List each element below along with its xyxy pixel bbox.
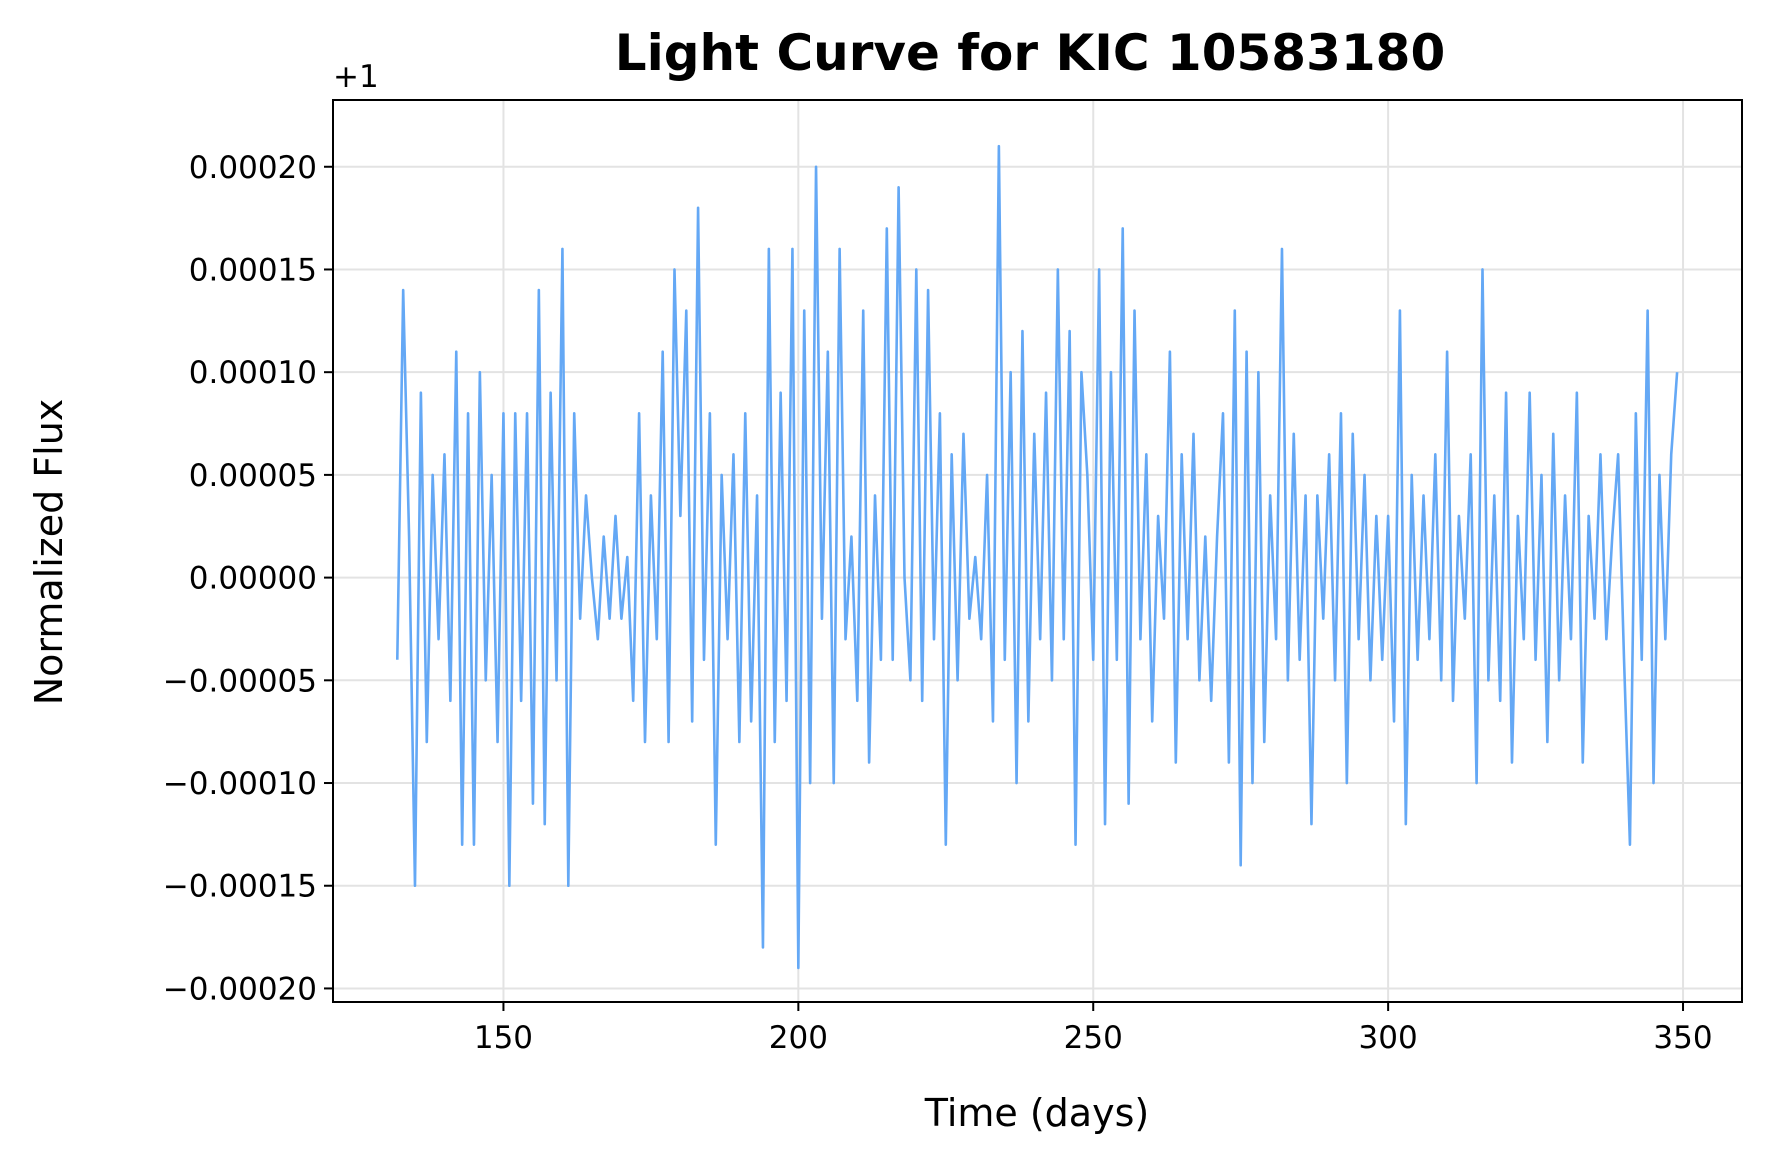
y-tick-label: −0.00005: [163, 663, 317, 699]
chart-title: Light Curve for KIC 10583180: [615, 24, 1446, 82]
y-offset-label: +1: [333, 59, 379, 95]
y-tick-label: −0.00010: [163, 766, 317, 802]
data-line: [395, 144, 1679, 970]
y-tick-label: −0.00020: [163, 971, 317, 1007]
x-tick-label: 150: [474, 1020, 533, 1056]
y-tick-label: 0.00000: [189, 561, 317, 597]
y-tick-label: 0.00020: [189, 150, 317, 186]
x-tick-label: 200: [769, 1020, 828, 1056]
y-axis-label: Normalized Flux: [27, 399, 71, 706]
y-tick-label: 0.00005: [189, 458, 317, 494]
y-tick-label: 0.00010: [189, 355, 317, 391]
y-tick-label: −0.00015: [163, 869, 317, 905]
x-tick-label: 350: [1653, 1020, 1712, 1056]
x-tick-label: 300: [1359, 1020, 1418, 1056]
y-tick-label: 0.00015: [189, 252, 317, 288]
x-axis-label: Time (days): [924, 1091, 1149, 1135]
x-tick-label: 250: [1064, 1020, 1123, 1056]
plot-frame: [332, 99, 1743, 1003]
